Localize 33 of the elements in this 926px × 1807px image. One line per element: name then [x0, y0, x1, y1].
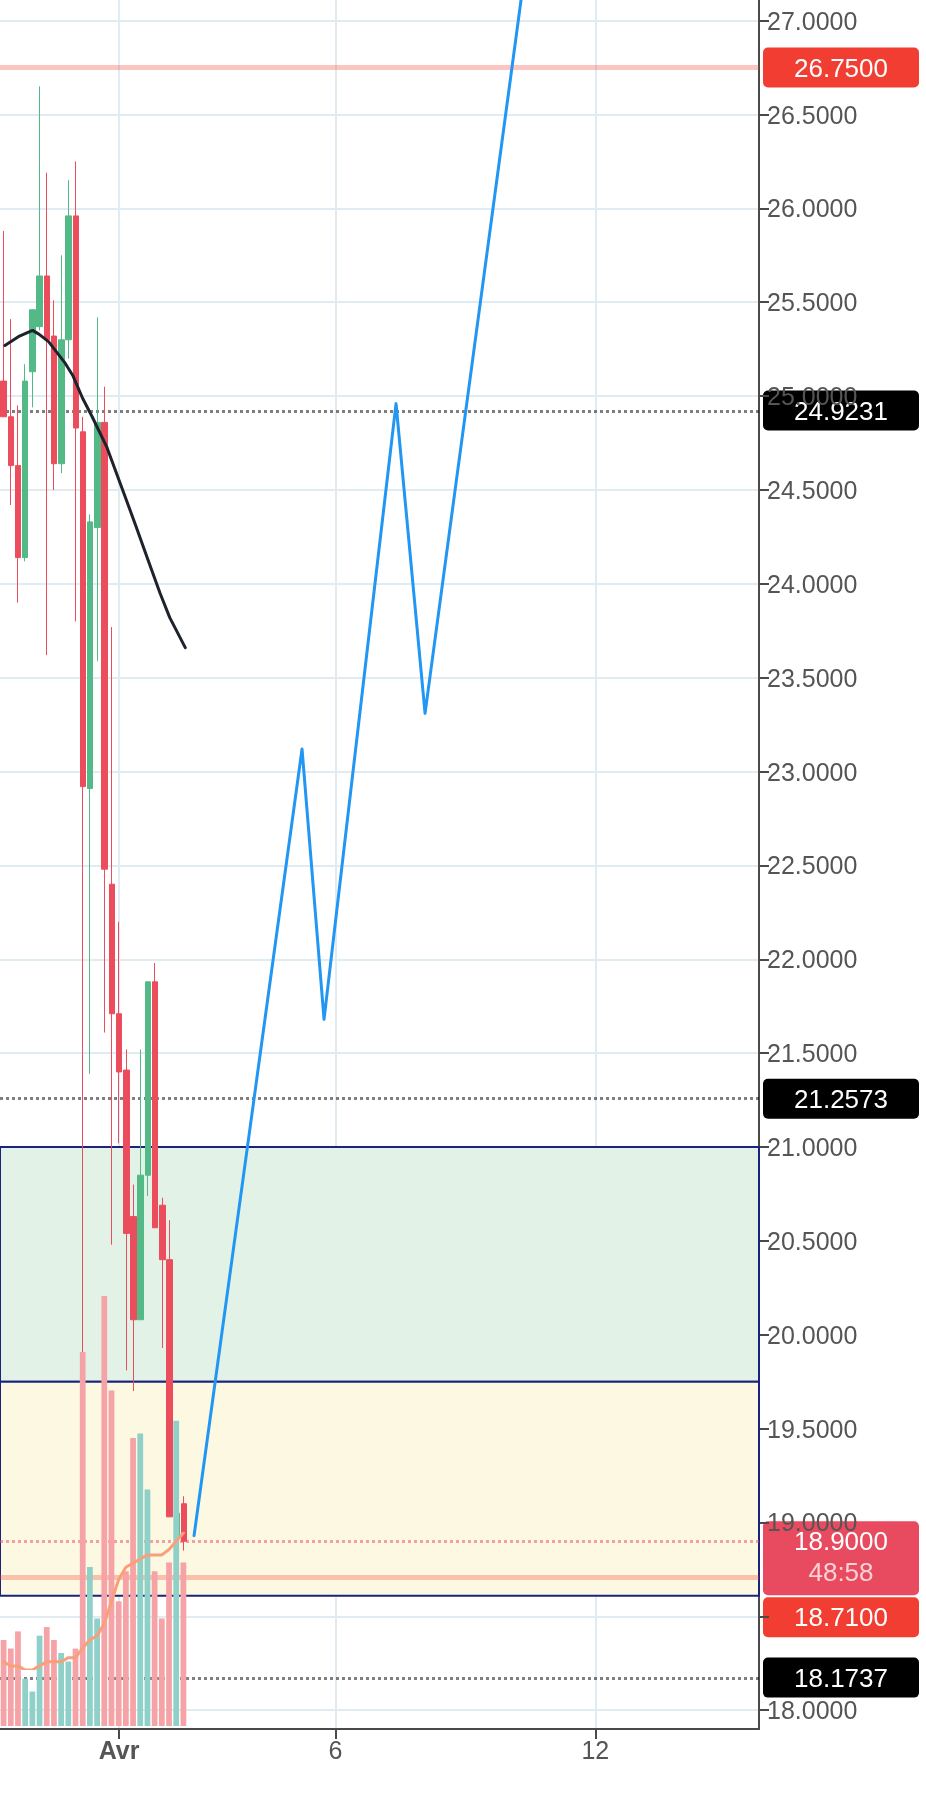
y-tick-label: 22.0000 — [767, 945, 858, 974]
y-tick-label: 21.5000 — [767, 1039, 858, 1068]
line-series — [192, 0, 523, 1538]
y-tick-label: 21.0000 — [767, 1133, 858, 1162]
y-tick-label: 25.5000 — [767, 288, 858, 317]
y-tick-label: 18.0000 — [767, 1696, 858, 1725]
bar — [173, 1420, 180, 1726]
y-tick-label: 20.0000 — [767, 1320, 858, 1349]
candlestick — [22, 363, 28, 562]
y-tick-label: 26.5000 — [767, 100, 858, 129]
x-tick-label: 12 — [581, 1735, 610, 1764]
y-tick-label: 19.5000 — [767, 1414, 858, 1443]
y-tick-label: 24.0000 — [767, 569, 858, 598]
y-tick-label: 24.5000 — [767, 475, 858, 504]
bar — [101, 1296, 108, 1726]
ref-line-label: 18.1737 — [794, 1662, 888, 1693]
candlestick — [181, 1495, 187, 1552]
candlestick — [101, 386, 108, 1034]
y-tick-label: 26.0000 — [767, 194, 858, 223]
ref-line-label: 21.2573 — [794, 1083, 888, 1114]
candlestick — [73, 160, 79, 622]
x-tick-label: Avr — [98, 1735, 140, 1764]
bar — [137, 1433, 144, 1726]
ref-line-label: 26.7500 — [794, 52, 888, 83]
y-tick-label: 23.5000 — [767, 663, 858, 692]
y-tick-label: 23.0000 — [767, 757, 858, 786]
y-tick-label: 22.5000 — [767, 851, 858, 880]
text: 48:58 — [808, 1557, 874, 1588]
line-series — [3, 328, 187, 650]
x-tick-label: 6 — [328, 1735, 343, 1764]
y-tick-label: 27.0000 — [767, 6, 858, 35]
y-tick-label: 20.5000 — [767, 1226, 858, 1255]
ref-line-label: 18.7100 — [794, 1602, 888, 1633]
